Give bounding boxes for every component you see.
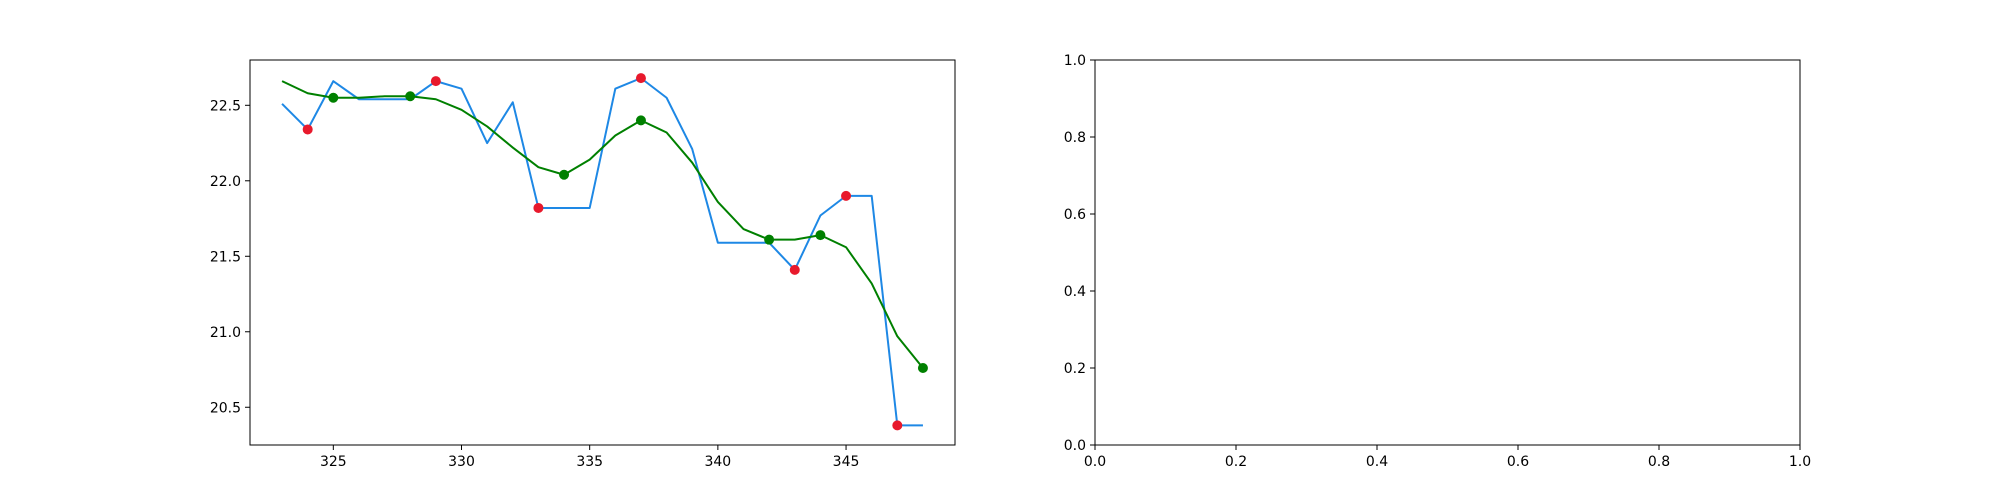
- y-tick-label: 22.0: [210, 174, 241, 190]
- scatter-point-2-3: [635, 73, 646, 84]
- x-tick-label: 0.6: [1507, 454, 1529, 470]
- x-tick-label: 0.8: [1648, 454, 1670, 470]
- scatter-point-2-6: [892, 420, 903, 431]
- series-line-0: [281, 77, 923, 427]
- scatter-point-3-2: [559, 169, 570, 180]
- y-tick-label: 0.6: [1064, 207, 1086, 223]
- x-tick-label: 1.0: [1789, 454, 1811, 470]
- scatter-point-3-0: [328, 92, 339, 103]
- y-tick-label: 1.0: [1064, 53, 1086, 69]
- x-tick-label: 335: [576, 454, 603, 470]
- scatter-point-3-1: [405, 91, 416, 102]
- scatter-point-2-5: [841, 190, 852, 201]
- x-tick-label: 0.2: [1225, 454, 1247, 470]
- series-line-1: [281, 80, 924, 369]
- axes-frame: [249, 59, 956, 446]
- right-axes: 0.0 0.2 0.4 0.6 0.8 1.0 0.0 0.2 0.4 0.6 0.8 1.0: [1064, 53, 1811, 470]
- y-tick-label: 21.5: [210, 249, 241, 265]
- scatter-point-3-5: [815, 230, 826, 241]
- y-tick-label: 21.0: [210, 325, 241, 341]
- scatter-point-2-0: [302, 124, 313, 135]
- scatter-point-2-1: [430, 76, 441, 87]
- y-tick-label: 0.8: [1064, 130, 1086, 146]
- scatter-point-3-6: [917, 363, 928, 373]
- y-tick-label: 0.4: [1064, 284, 1086, 300]
- x-tick-label: 0.4: [1366, 454, 1388, 470]
- y-tick-label: 20.5: [210, 400, 241, 416]
- x-tick-label: 325: [320, 454, 347, 470]
- scatter-point-2-4: [789, 264, 800, 275]
- y-tick-label: 0.2: [1064, 361, 1086, 377]
- scatter-point-3-3: [635, 115, 646, 126]
- x-tick-label: 345: [833, 454, 860, 470]
- x-tick-label: 0.0: [1084, 454, 1106, 470]
- axes-frame: [1094, 59, 1801, 446]
- y-tick-label: 0.0: [1064, 438, 1086, 454]
- x-tick-label: 340: [704, 454, 731, 470]
- left-axes: 325 330 335 340 345 20.5 21.0 21.5 22.0 22.5: [210, 59, 956, 470]
- scatter-point-2-2: [533, 202, 544, 213]
- x-tick-label: 330: [448, 454, 475, 470]
- y-tick-label: 22.5: [210, 98, 241, 114]
- scatter-point-3-4: [764, 234, 775, 245]
